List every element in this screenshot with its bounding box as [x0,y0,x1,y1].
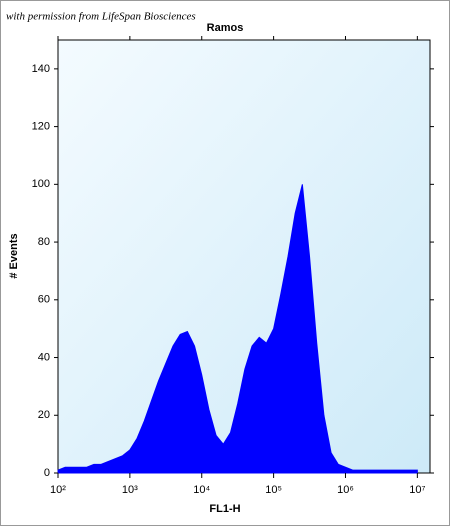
x-axis-label: FL1-H [209,503,240,515]
y-tick-label: 40 [38,351,50,363]
x-tick-label: 10² [50,484,66,496]
y-tick-label: 100 [32,178,50,190]
y-tick-label: 120 [32,121,50,133]
y-tick-label: 0 [44,467,50,479]
watermark: with permission from LifeSpan Bioscience… [6,11,196,23]
y-tick-label: 60 [38,294,50,306]
histogram-area [57,184,418,474]
y-axis-label: # Events [8,233,20,278]
y-tick-label: 20 [38,409,50,421]
x-tick-label: 10³ [122,484,138,496]
x-tick-label: 10⁶ [337,484,354,496]
x-tick-label: 10⁴ [193,484,210,496]
x-tick-label: 10⁵ [265,484,282,496]
chart-title: Ramos [207,22,244,34]
y-tick-label: 140 [32,63,50,75]
x-tick-label: 10⁷ [409,484,425,496]
y-tick-label: 80 [38,236,50,248]
